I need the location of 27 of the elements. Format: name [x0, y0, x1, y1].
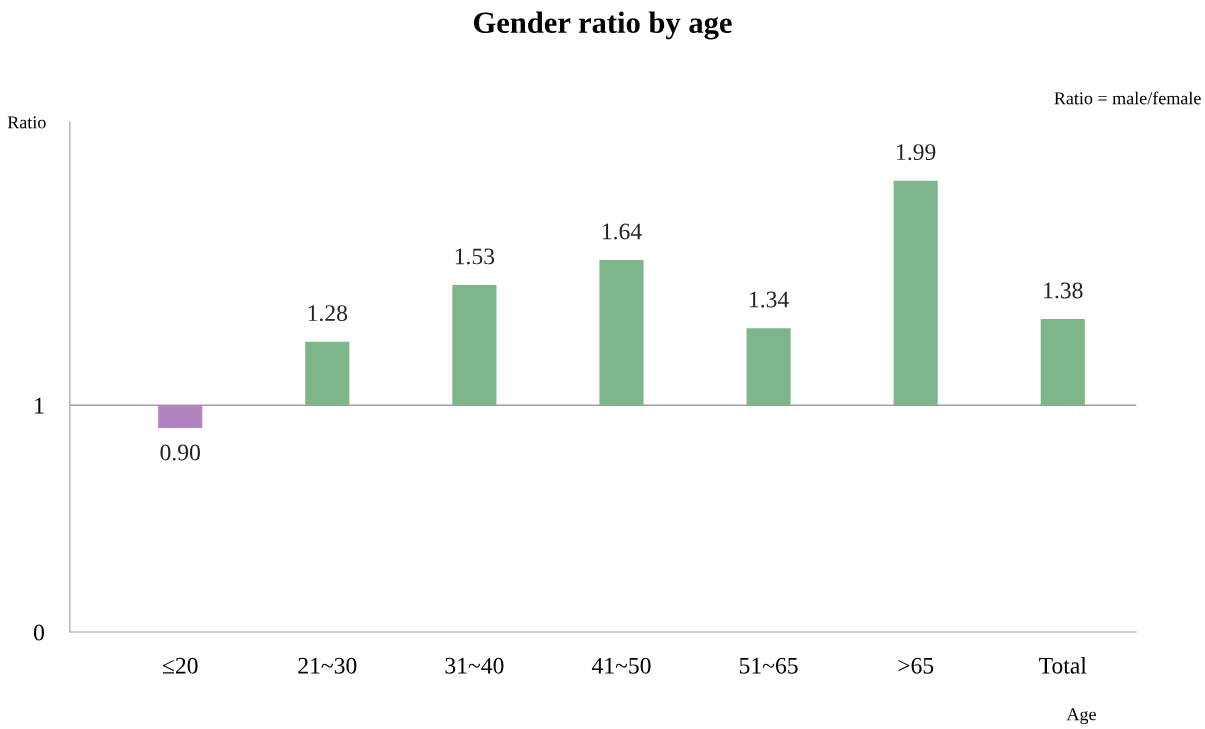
bar — [599, 260, 644, 406]
x-tick-label: >65 — [898, 657, 934, 674]
x-tick-label: 21~30 — [298, 657, 357, 674]
data-label: 1.99 — [897, 144, 936, 161]
bar — [452, 285, 497, 406]
x-axis-title: Age — [1066, 708, 1096, 725]
x-tick-label: Total — [1039, 657, 1087, 674]
data-label: 0.90 — [160, 444, 200, 461]
y-axis-title: Ratio — [7, 116, 46, 129]
y-tick-label: 0 — [33, 624, 44, 641]
bar — [1040, 319, 1085, 406]
x-tick-label: 41~50 — [591, 657, 651, 674]
data-label: 1.64 — [602, 223, 642, 240]
text: Ratio = male/female — [1054, 91, 1201, 105]
bar — [746, 328, 791, 406]
bar — [158, 405, 203, 428]
data-label: 1.34 — [750, 291, 789, 308]
x-tick-label: 51~65 — [739, 657, 798, 674]
y-tick-label: 1 — [35, 397, 44, 414]
data-label: 1.53 — [455, 248, 495, 265]
x-tick-label: 31~40 — [445, 657, 504, 674]
bar — [893, 180, 938, 406]
chart-title: Gender ratio by age — [474, 11, 732, 40]
x-tick-label: ≤20 — [162, 657, 198, 674]
data-label: 1.28 — [308, 305, 348, 322]
data-label: 1.38 — [1044, 282, 1083, 299]
bar — [305, 341, 350, 406]
